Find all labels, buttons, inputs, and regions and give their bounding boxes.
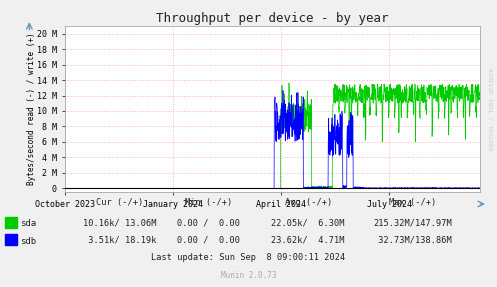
Text: 23.62k/  4.71M: 23.62k/ 4.71M	[271, 236, 345, 245]
Text: sdb: sdb	[20, 236, 36, 246]
Text: Avg (-/+): Avg (-/+)	[284, 198, 332, 207]
Title: Throughput per device - by year: Throughput per device - by year	[156, 12, 388, 25]
Text: 215.32M/147.97M: 215.32M/147.97M	[373, 218, 452, 227]
Text: Last update: Sun Sep  8 09:00:11 2024: Last update: Sun Sep 8 09:00:11 2024	[152, 253, 345, 262]
Text: 32.73M/138.86M: 32.73M/138.86M	[373, 236, 452, 245]
Text: 22.05k/  6.30M: 22.05k/ 6.30M	[271, 218, 345, 227]
Text: Min (-/+): Min (-/+)	[185, 198, 233, 207]
Text: Munin 2.0.73: Munin 2.0.73	[221, 272, 276, 280]
Text: 3.51k/ 18.19k: 3.51k/ 18.19k	[83, 236, 156, 245]
Text: sda: sda	[20, 219, 36, 228]
Text: Max (-/+): Max (-/+)	[389, 198, 436, 207]
Text: Cur (-/+): Cur (-/+)	[95, 198, 143, 207]
Text: 0.00 /  0.00: 0.00 / 0.00	[177, 218, 240, 227]
Text: 0.00 /  0.00: 0.00 / 0.00	[177, 236, 240, 245]
Y-axis label: Bytes/second read (-) / write (+): Bytes/second read (-) / write (+)	[26, 33, 36, 185]
Text: RRDTOOL / TOBI OETIKER: RRDTOOL / TOBI OETIKER	[490, 68, 495, 150]
Text: 10.16k/ 13.06M: 10.16k/ 13.06M	[83, 218, 156, 227]
